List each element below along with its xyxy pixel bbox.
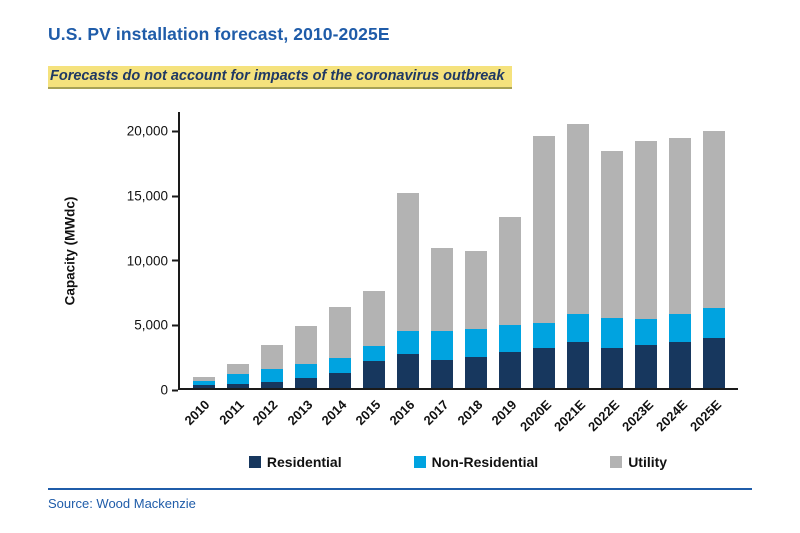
segment-utility	[227, 363, 249, 374]
x-label-2018: 2018	[454, 397, 486, 429]
segment-non-residential	[261, 368, 283, 382]
residential-swatch-icon	[248, 456, 261, 468]
source-divider	[48, 488, 752, 490]
segment-residential	[601, 347, 623, 388]
y-axis-ticks: 0 5,000 10,000 15,000 20,000	[100, 112, 178, 398]
x-label-2012: 2012	[249, 397, 281, 429]
segment-utility	[669, 138, 691, 315]
disclaimer-highlight: Forecasts do not account for impacts of …	[48, 66, 513, 89]
segment-utility	[635, 141, 657, 320]
segment-residential	[465, 357, 487, 388]
segment-utility	[601, 151, 623, 319]
segment-utility	[703, 130, 725, 308]
x-label-2013: 2013	[283, 397, 316, 429]
x-label-2011: 2011	[216, 397, 247, 428]
legend-label: Residential	[266, 454, 342, 470]
segment-utility	[193, 377, 215, 381]
segment-residential	[363, 360, 385, 388]
bar-2013	[289, 112, 323, 388]
legend-item-utility: Utility	[610, 454, 667, 470]
segment-non-residential	[703, 307, 725, 338]
segment-non-residential	[227, 373, 249, 385]
segment-utility	[431, 248, 453, 332]
segment-utility	[397, 192, 419, 332]
segment-residential	[635, 345, 657, 388]
y-tick: 0	[160, 383, 178, 398]
y-tick: 15,000	[127, 189, 178, 204]
y-tick: 20,000	[127, 124, 178, 139]
segment-utility	[261, 344, 283, 369]
x-label-2010: 2010	[181, 397, 213, 429]
bar-2018	[459, 112, 493, 388]
bar-2021E	[561, 112, 595, 388]
segment-utility	[567, 124, 589, 315]
segment-residential	[329, 372, 351, 388]
segment-non-residential	[363, 345, 385, 361]
legend-label: Non-Residential	[431, 454, 539, 470]
utility-swatch-icon	[610, 456, 623, 468]
chart-legend: Residential Non-Residential Utility	[178, 454, 738, 470]
segment-utility	[363, 290, 385, 346]
segment-residential	[533, 347, 555, 388]
bar-2017	[425, 112, 459, 388]
bars-row	[180, 112, 738, 388]
segment-utility	[533, 135, 555, 324]
segment-non-residential	[431, 331, 453, 360]
segment-utility	[295, 326, 317, 365]
source-note: Source: Wood Mackenzie	[48, 496, 196, 511]
segment-residential	[499, 351, 521, 388]
x-label-2025E: 2025E	[687, 397, 725, 435]
bar-2019	[493, 112, 527, 388]
legend-item-residential: Residential	[248, 454, 342, 470]
x-label-2016: 2016	[386, 397, 418, 429]
segment-non-residential	[533, 323, 555, 348]
bar-2024E	[663, 112, 697, 388]
segment-utility	[499, 217, 521, 325]
segment-utility	[465, 251, 487, 329]
segment-residential	[703, 337, 725, 388]
segment-residential	[669, 341, 691, 388]
legend-label: Utility	[628, 454, 668, 470]
segment-non-residential	[329, 357, 351, 373]
bar-2016	[391, 112, 425, 388]
page-title: U.S. PV installation forecast, 2010-2025…	[48, 24, 390, 44]
bar-2022E	[595, 112, 629, 388]
segment-non-residential	[601, 318, 623, 348]
bar-2012	[255, 112, 289, 388]
bar-2010	[187, 112, 221, 388]
bar-2020E	[527, 112, 561, 388]
segment-residential	[397, 354, 419, 388]
segment-residential	[227, 384, 249, 388]
segment-utility	[329, 307, 351, 358]
segment-residential	[295, 378, 317, 388]
segment-non-residential	[193, 380, 215, 385]
y-axis-title: Capacity (MWdc)	[62, 196, 78, 306]
y-tick: 10,000	[127, 253, 178, 268]
y-tick: 5,000	[134, 318, 178, 333]
non-residential-swatch-icon	[413, 456, 426, 468]
x-label-2014: 2014	[318, 397, 350, 429]
bar-2025E	[697, 112, 731, 388]
bar-2011	[221, 112, 255, 388]
segment-non-residential	[635, 319, 657, 346]
segment-non-residential	[499, 324, 521, 352]
segment-non-residential	[567, 314, 589, 342]
segment-non-residential	[397, 331, 419, 355]
segment-non-residential	[465, 328, 487, 357]
x-label-2015: 2015	[352, 397, 384, 429]
plot-area	[178, 112, 738, 390]
segment-residential	[193, 384, 215, 388]
x-label-2017: 2017	[420, 397, 452, 429]
segment-non-residential	[669, 314, 691, 342]
bar-2015	[357, 112, 391, 388]
segment-residential	[431, 359, 453, 388]
bar-2014	[323, 112, 357, 388]
bar-2023E	[629, 112, 663, 388]
segment-residential	[567, 341, 589, 388]
legend-item-non-residential: Non-Residential	[413, 454, 539, 470]
segment-residential	[261, 381, 283, 388]
segment-non-residential	[295, 364, 317, 379]
x-axis-labels: 2010 2011 2012 2013 2014 2015 2016 2017 2018 2019…	[178, 394, 738, 446]
